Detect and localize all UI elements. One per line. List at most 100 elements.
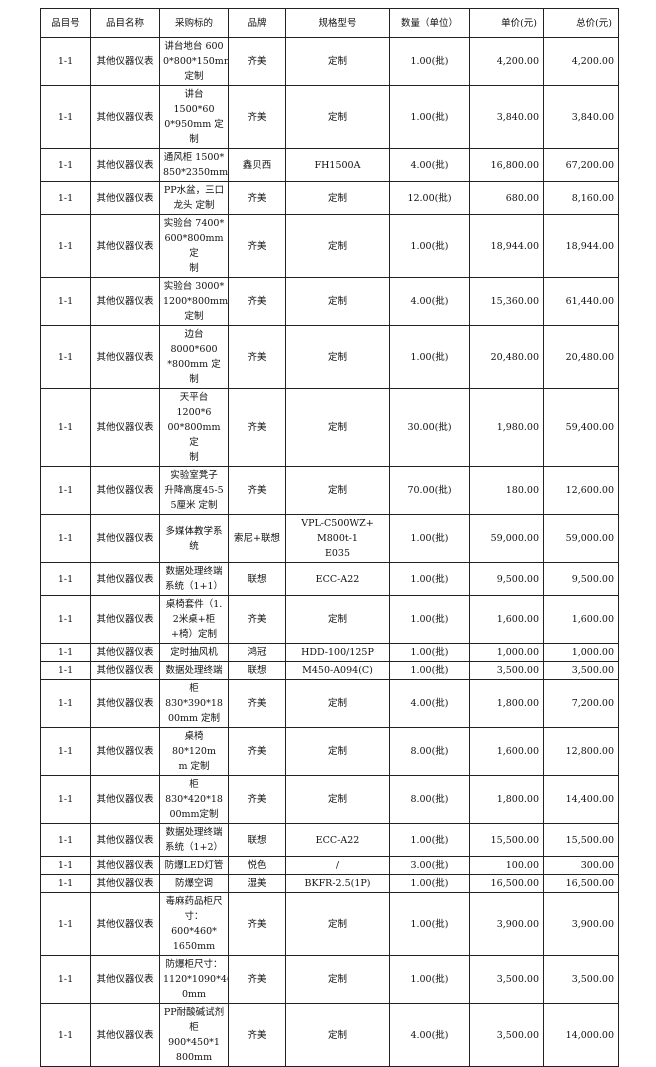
cell-model: HDD-100/125P <box>285 643 390 662</box>
cell-item-name: 其他仪器仪表 <box>90 214 160 278</box>
cell-total-price: 16,500.00 <box>543 874 619 893</box>
table-row: 1-1 其他仪器仪表 讲台 1500*60 0*950mm 定制 齐美 定制 1.00(批… <box>40 85 619 149</box>
cell-brand: 齐美 <box>228 37 286 86</box>
cell-subject: 毒麻药品柜尺 寸：600*460* 1650mm <box>159 892 229 956</box>
cell-unit-price: 3,500.00 <box>469 1003 544 1067</box>
cell-total-price: 61,440.00 <box>543 277 619 326</box>
cell-item-no: 1-1 <box>40 514 91 563</box>
cell-subject: 防爆空调 <box>159 874 229 893</box>
cell-brand: 齐美 <box>228 1003 286 1067</box>
cell-item-no: 1-1 <box>40 148 91 182</box>
cell-quantity: 8.00(批) <box>389 727 470 776</box>
cell-item-no: 1-1 <box>40 874 91 893</box>
cell-item-no: 1-1 <box>40 277 91 326</box>
cell-subject: PP耐酸碱试剂 柜 900*450*1 800mm <box>159 1003 229 1067</box>
cell-unit-price: 20,480.00 <box>469 325 544 389</box>
cell-quantity: 1.00(批) <box>389 892 470 956</box>
table-row: 1-1 其他仪器仪表 边台8000*600 *800mm 定制 齐美 定制 1.00(批)… <box>40 325 619 389</box>
cell-model: FH1500A <box>285 148 390 182</box>
cell-item-name: 其他仪器仪表 <box>90 562 160 596</box>
cell-subject: 定时抽风机 <box>159 643 229 662</box>
cell-model: 定制 <box>285 325 390 389</box>
cell-model: 定制 <box>285 775 390 824</box>
cell-unit-price: 680.00 <box>469 181 544 215</box>
cell-item-name: 其他仪器仪表 <box>90 955 160 1004</box>
cell-item-no: 1-1 <box>40 775 91 824</box>
cell-model: 定制 <box>285 1003 390 1067</box>
cell-unit-price: 9,500.00 <box>469 562 544 596</box>
cell-quantity: 1.00(批) <box>389 514 470 563</box>
cell-total-price: 59,400.00 <box>543 388 619 467</box>
cell-total-price: 3,840.00 <box>543 85 619 149</box>
header-subject: 采购标的 <box>159 8 229 38</box>
cell-item-no: 1-1 <box>40 466 91 515</box>
cell-brand: 齐美 <box>228 85 286 149</box>
cell-subject: 实验室凳子 升降高度45-5 5厘米 定制 <box>159 466 229 515</box>
cell-item-name: 其他仪器仪表 <box>90 643 160 662</box>
cell-model: 定制 <box>285 727 390 776</box>
cell-model: VPL-C500WZ+ M800t-1 E035 <box>285 514 390 563</box>
cell-quantity: 12.00(批) <box>389 181 470 215</box>
cell-quantity: 4.00(批) <box>389 277 470 326</box>
cell-model: 定制 <box>285 892 390 956</box>
cell-total-price: 3,900.00 <box>543 892 619 956</box>
cell-total-price: 1,600.00 <box>543 595 619 644</box>
cell-total-price: 14,400.00 <box>543 775 619 824</box>
cell-item-name: 其他仪器仪表 <box>90 823 160 857</box>
cell-subject: 多媒体教学系 统 <box>159 514 229 563</box>
cell-brand: 齐美 <box>228 679 286 728</box>
cell-total-price: 12,800.00 <box>543 727 619 776</box>
cell-subject: 边台8000*600 *800mm 定制 <box>159 325 229 389</box>
header-row: 品目号 品目名称 采购标的 品牌 规格型号 数量（单位） 单价(元) 总价(元) <box>40 8 619 38</box>
table-row: 1-1 其他仪器仪表 桌椅 80*120m m 定制 齐美 定制 8.00(批) 1,600… <box>40 727 619 776</box>
cell-item-no: 1-1 <box>40 892 91 956</box>
table-row: 1-1 其他仪器仪表 实验台 3000* 1200*800mm 定制 齐美 定制 4.00… <box>40 277 619 326</box>
cell-unit-price: 18,944.00 <box>469 214 544 278</box>
cell-unit-price: 180.00 <box>469 466 544 515</box>
table-row: 1-1 其他仪器仪表 数据处理终端 系统（1+1） 联想 ECC-A22 1.00(批) 9… <box>40 562 619 596</box>
table-row: 1-1 其他仪器仪表 毒麻药品柜尺 寸：600*460* 1650mm 齐美 定制 1.0… <box>40 892 619 956</box>
cell-unit-price: 1,800.00 <box>469 679 544 728</box>
cell-unit-price: 3,500.00 <box>469 661 544 680</box>
cell-quantity: 8.00(批) <box>389 775 470 824</box>
cell-item-name: 其他仪器仪表 <box>90 595 160 644</box>
header-brand: 品牌 <box>228 8 286 38</box>
cell-item-no: 1-1 <box>40 562 91 596</box>
table-row: 1-1 其他仪器仪表 桌椅套件（1. 2米桌+柜 +椅）定制 齐美 定制 1.00(批) 1… <box>40 595 619 644</box>
cell-item-name: 其他仪器仪表 <box>90 37 160 86</box>
cell-total-price: 59,000.00 <box>543 514 619 563</box>
cell-brand: 联想 <box>228 661 286 680</box>
cell-unit-price: 1,600.00 <box>469 727 544 776</box>
cell-quantity: 1.00(批) <box>389 874 470 893</box>
cell-quantity: 1.00(批) <box>389 562 470 596</box>
cell-item-name: 其他仪器仪表 <box>90 775 160 824</box>
cell-item-no: 1-1 <box>40 643 91 662</box>
cell-quantity: 1.00(批) <box>389 85 470 149</box>
cell-unit-price: 3,840.00 <box>469 85 544 149</box>
cell-unit-price: 16,800.00 <box>469 148 544 182</box>
cell-item-no: 1-1 <box>40 727 91 776</box>
cell-quantity: 70.00(批) <box>389 466 470 515</box>
cell-quantity: 1.00(批) <box>389 325 470 389</box>
cell-model: BKFR-2.5(1P) <box>285 874 390 893</box>
cell-item-no: 1-1 <box>40 85 91 149</box>
cell-item-name: 其他仪器仪表 <box>90 874 160 893</box>
cell-unit-price: 1,000.00 <box>469 643 544 662</box>
cell-total-price: 18,944.00 <box>543 214 619 278</box>
cell-total-price: 4,200.00 <box>543 37 619 86</box>
cell-model: 定制 <box>285 37 390 86</box>
cell-quantity: 4.00(批) <box>389 148 470 182</box>
cell-brand: 齐美 <box>228 325 286 389</box>
cell-model: ECC-A22 <box>285 823 390 857</box>
cell-unit-price: 3,900.00 <box>469 892 544 956</box>
cell-total-price: 14,000.00 <box>543 1003 619 1067</box>
cell-brand: 齐美 <box>228 388 286 467</box>
cell-item-name: 其他仪器仪表 <box>90 1003 160 1067</box>
cell-total-price: 9,500.00 <box>543 562 619 596</box>
cell-unit-price: 59,000.00 <box>469 514 544 563</box>
cell-brand: 鸿冠 <box>228 643 286 662</box>
cell-subject: 柜830*390*18 00mm 定制 <box>159 679 229 728</box>
cell-item-name: 其他仪器仪表 <box>90 466 160 515</box>
cell-item-name: 其他仪器仪表 <box>90 85 160 149</box>
cell-subject: 数据处理终端 系统（1+1） <box>159 562 229 596</box>
